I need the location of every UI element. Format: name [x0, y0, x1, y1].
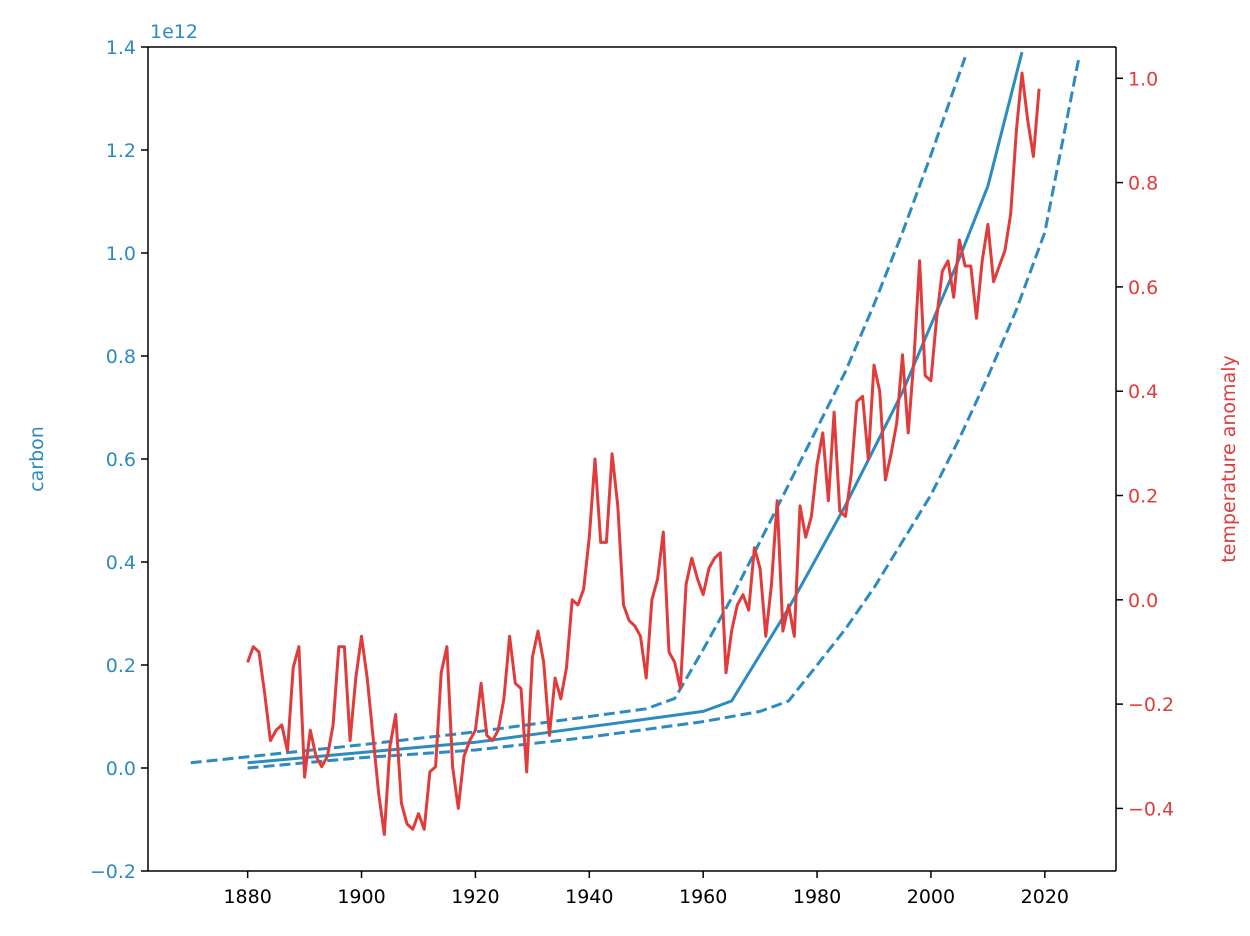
left-tick-label: 0.0: [106, 758, 136, 780]
series-line-carbon-1: [190, 56, 967, 765]
right-tick-label: 0.0: [1128, 590, 1158, 612]
right-tick-label: 0.6: [1128, 277, 1158, 299]
left-axis-label: carbon: [26, 426, 48, 492]
left-tick-label: 0.2: [106, 655, 136, 677]
series-line-temperature-3: [246, 71, 1041, 836]
right-tick-label: 0.4: [1128, 381, 1158, 403]
left-tick-label: 0.8: [106, 346, 136, 368]
left-tick-label: 0.4: [106, 552, 136, 574]
ticks-layer: 1880 1900 1920 1940 1960 1980 2000 2020 −0.2 0.0 0…: [90, 37, 1174, 908]
x-tick-label: 1940: [565, 886, 613, 908]
right-axis-label: temperature anomaly: [1218, 355, 1240, 562]
x-tick-label: 1900: [337, 886, 385, 908]
left-axis-offset-text: 1e12: [150, 21, 198, 43]
x-tick-label: 2000: [907, 886, 955, 908]
left-tick-label: 1.0: [106, 243, 136, 265]
x-tick-label: 1920: [451, 886, 499, 908]
left-tick-label: 0.6: [106, 449, 136, 471]
right-tick-label: −0.4: [1128, 798, 1174, 820]
x-tick-label: 1880: [223, 886, 271, 908]
x-tick-label: 1960: [679, 886, 727, 908]
series-layer: [190, 51, 1081, 836]
plot-area: [148, 47, 1116, 871]
left-tick-label: 1.2: [106, 140, 136, 162]
right-tick-label: 1.0: [1128, 68, 1158, 90]
right-tick-label: 0.8: [1128, 173, 1158, 195]
right-tick-label: 0.2: [1128, 486, 1158, 508]
x-tick-label: 1980: [793, 886, 841, 908]
plot-background: [148, 47, 1116, 871]
left-tick-label: −0.2: [90, 861, 136, 883]
x-tick-label: 2020: [1021, 886, 1069, 908]
right-tick-label: −0.2: [1128, 694, 1174, 716]
series-line-carbon-2: [247, 57, 1081, 770]
left-tick-label: 1.4: [106, 37, 136, 59]
series-line-carbon-0: [247, 51, 1024, 765]
